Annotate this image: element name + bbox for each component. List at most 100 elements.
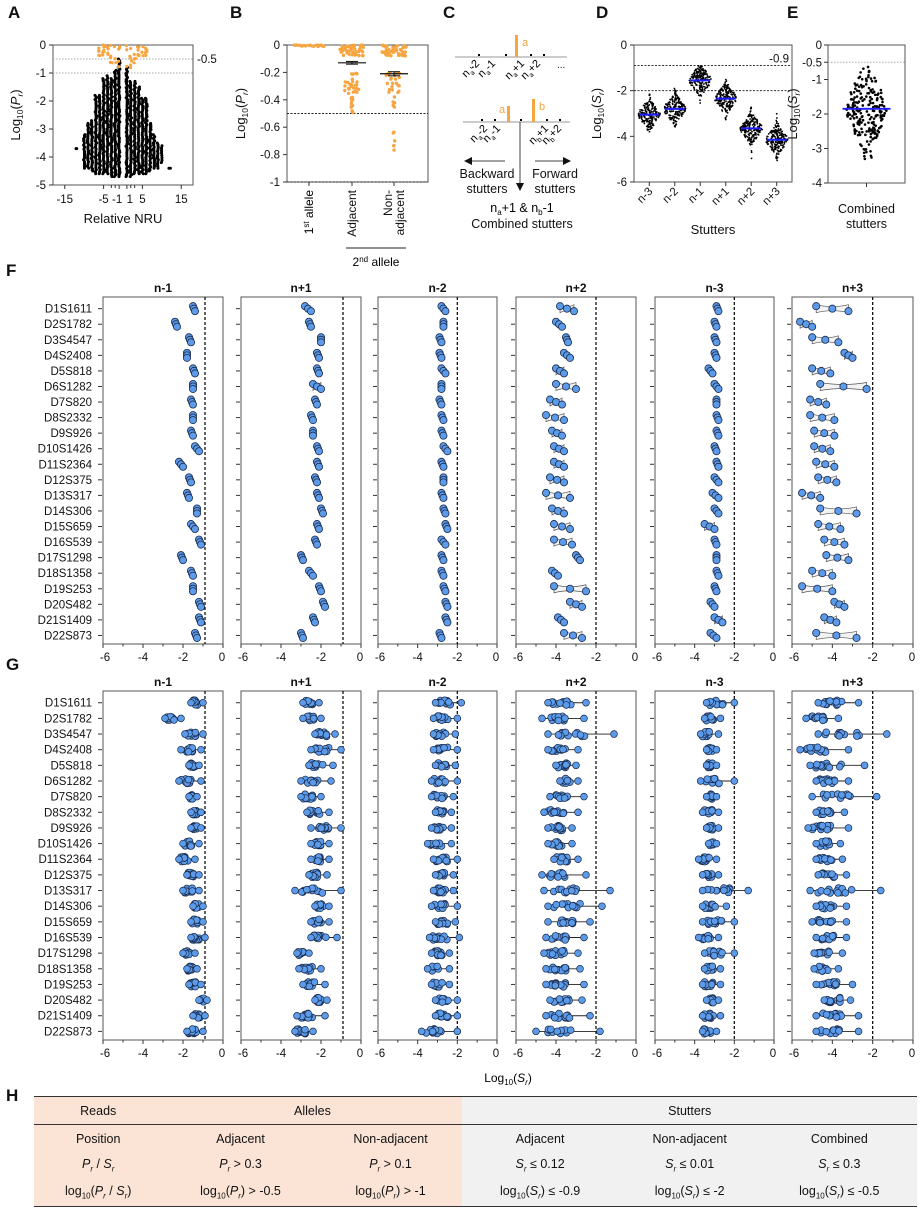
- data-point: [193, 965, 201, 973]
- data-point: [568, 540, 577, 549]
- data-point: [574, 745, 582, 754]
- data-point: [437, 900, 445, 909]
- data-point: [698, 87, 701, 90]
- forward-label: Forward: [532, 167, 578, 181]
- data-point: [724, 81, 727, 84]
- data-point: [197, 808, 205, 817]
- data-point: [753, 124, 756, 127]
- data-point: [671, 110, 673, 113]
- data-point: [343, 84, 347, 88]
- data-point: [548, 950, 557, 958]
- data-point: [350, 43, 355, 48]
- data-point: [555, 823, 563, 831]
- data-point: [731, 100, 734, 103]
- data-point: [547, 870, 556, 878]
- locus-label: D2S1782: [44, 713, 92, 725]
- data-point: [696, 75, 698, 78]
- data-point: [643, 106, 646, 109]
- data-point: [699, 72, 702, 75]
- data-point: [728, 103, 731, 106]
- data-point: [431, 808, 440, 817]
- data-point: [350, 53, 354, 57]
- data-point: [308, 416, 317, 425]
- data-point: [777, 150, 780, 153]
- data-point: [443, 618, 452, 627]
- data-point: [170, 716, 178, 724]
- data-point: [879, 126, 882, 129]
- data-point: [654, 107, 657, 110]
- allele-point: [97, 53, 101, 57]
- data-point: [726, 102, 729, 105]
- data-point: [558, 522, 567, 531]
- data-point: [317, 965, 325, 973]
- data-point: [749, 121, 752, 124]
- data-point: [291, 1027, 299, 1036]
- data-point: [556, 699, 564, 707]
- data-point: [854, 87, 857, 90]
- data-point: [772, 141, 775, 144]
- data-point: [314, 840, 322, 849]
- data-point: [879, 88, 883, 92]
- allele-point: [132, 61, 136, 65]
- allele-point: [129, 59, 134, 63]
- allele-point: [140, 50, 144, 54]
- data-column: [141, 98, 144, 174]
- data-point: [651, 120, 654, 122]
- data-point: [191, 728, 200, 737]
- combined-label: Combined stutters: [471, 217, 572, 231]
- data-point: [707, 81, 710, 83]
- data-point: [191, 855, 199, 863]
- data-point: [437, 951, 445, 960]
- data-column: [152, 134, 156, 169]
- data-point: [445, 965, 454, 973]
- data-point: [650, 115, 652, 117]
- allele-point: [106, 51, 110, 55]
- data-point: [442, 856, 451, 865]
- data-point: [750, 149, 753, 152]
- data-point: [858, 117, 862, 121]
- data-point: [673, 87, 676, 90]
- locus-label: D21S1409: [38, 1011, 92, 1023]
- data-point: [307, 855, 315, 863]
- data-point: [714, 493, 723, 502]
- data-point: [316, 44, 320, 49]
- data-point: [423, 839, 432, 848]
- data-point: [859, 111, 863, 115]
- data-point: [297, 777, 305, 785]
- data-point: [849, 117, 852, 120]
- data-point: [457, 698, 466, 707]
- subplot-title: n+1: [290, 675, 311, 689]
- data-point: [848, 353, 857, 362]
- data-point: [753, 137, 756, 140]
- locus-label: D10S1426: [38, 839, 92, 851]
- data-point: [712, 353, 721, 362]
- data-point: [704, 69, 707, 72]
- x-tick-label: n+1: [710, 186, 732, 208]
- data-point: [743, 134, 746, 136]
- peak-a: [507, 106, 510, 122]
- data-point: [725, 100, 727, 103]
- data-point: [853, 128, 857, 131]
- data-point: [671, 97, 673, 100]
- data-point: [780, 137, 783, 139]
- data-point: [698, 808, 707, 817]
- data-point: [196, 602, 205, 611]
- data-column: [129, 81, 132, 177]
- data-point: [676, 101, 678, 104]
- data-point: [698, 886, 707, 895]
- data-point: [439, 571, 448, 580]
- data-point: [868, 127, 871, 130]
- data-point: [568, 919, 576, 927]
- data-point: [773, 143, 776, 145]
- data-point: [782, 145, 785, 148]
- stutter-mark: [481, 119, 483, 121]
- data-point: [444, 698, 453, 706]
- locus-label: D12S375: [44, 870, 92, 882]
- data-column: [156, 143, 160, 169]
- data-point: [550, 808, 559, 817]
- data-point: [750, 106, 753, 109]
- data-point: [558, 322, 567, 331]
- data-point: [291, 886, 299, 895]
- data-point: [572, 761, 580, 770]
- data-point: [331, 730, 339, 738]
